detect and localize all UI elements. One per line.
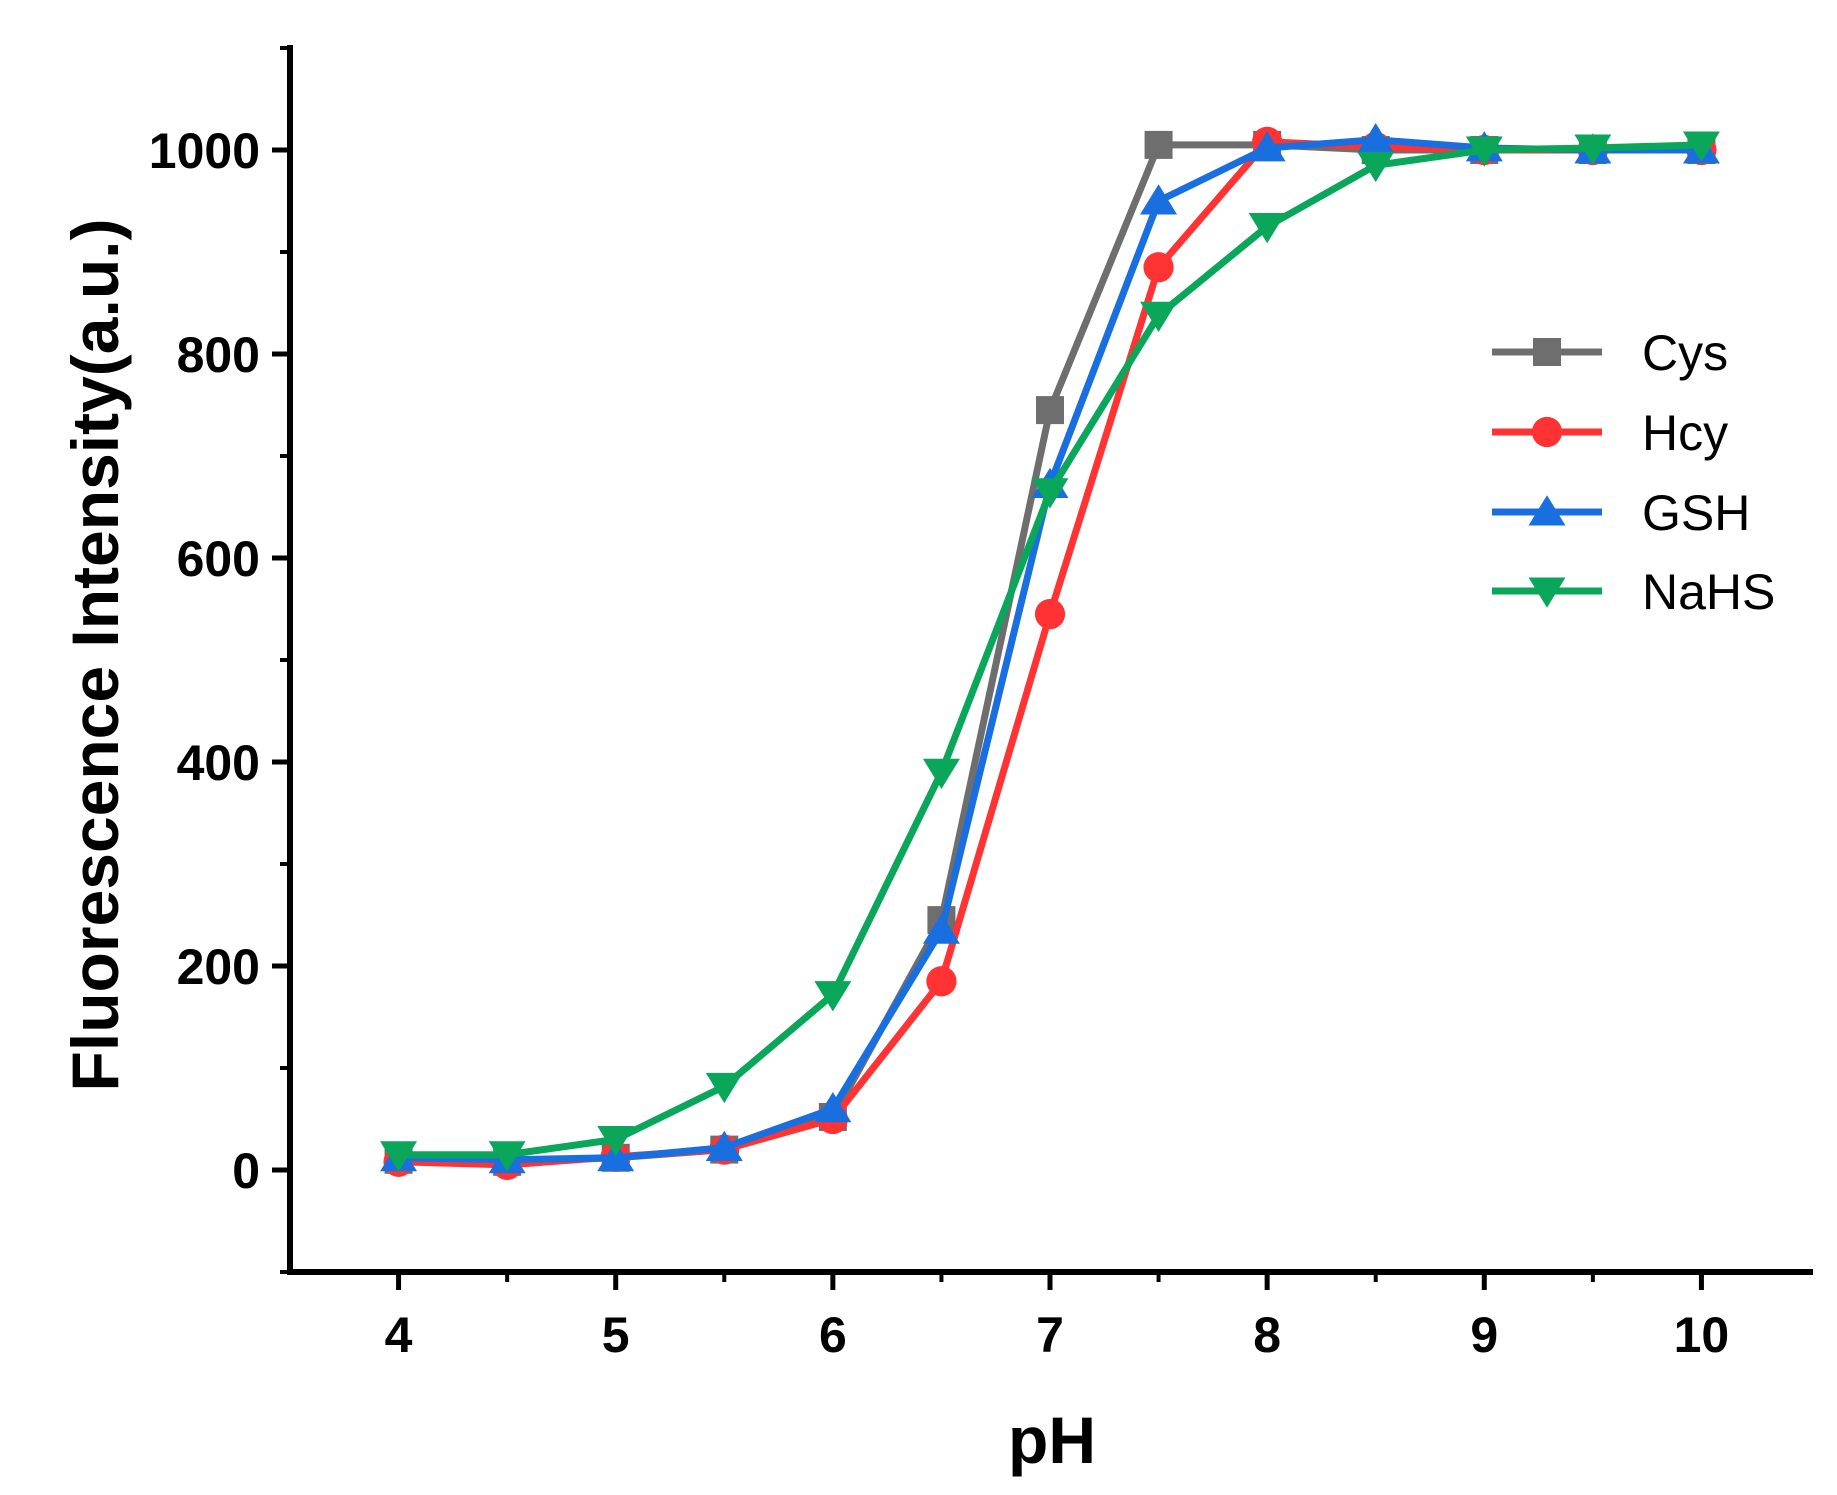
y-tick-label: 0	[232, 1143, 260, 1199]
series-hcy	[383, 126, 1717, 1181]
y-tick-label: 800	[177, 327, 260, 383]
data-point-cys	[1144, 130, 1173, 159]
data-point-gsh	[1140, 184, 1178, 215]
data-point-nahs	[380, 1141, 418, 1172]
axes	[287, 45, 1813, 1275]
series-cys	[384, 130, 1716, 1176]
data-point-gsh	[814, 1092, 852, 1123]
legend-label-hcy: Hcy	[1642, 405, 1728, 461]
y-tick-label: 200	[177, 939, 260, 995]
legend-label-gsh: GSH	[1642, 485, 1750, 541]
data-point-gsh	[1248, 131, 1286, 162]
legend-marker-gsh	[1528, 495, 1566, 526]
x-tick-label: 8	[1253, 1307, 1281, 1363]
series-line-nahs	[398, 141, 1702, 1159]
legend-marker-hcy	[1531, 416, 1563, 448]
y-tick-label: 1000	[149, 123, 260, 179]
data-point-nahs	[1248, 213, 1286, 244]
data-point-nahs	[1465, 136, 1503, 167]
data-point-gsh	[922, 913, 960, 944]
data-point-hcy	[926, 966, 957, 997]
data-point-nahs	[597, 1125, 635, 1157]
axis-ticks: 0 200 400 600 800 1000 4 5 6 7 8 9 10	[149, 46, 1730, 1363]
x-tick-label: 9	[1470, 1307, 1498, 1363]
series-nahs	[380, 131, 1720, 1172]
data-point-nahs	[1574, 134, 1612, 165]
data-point-gsh	[1357, 123, 1395, 154]
data-point-nahs	[1031, 478, 1069, 509]
series-line-hcy	[398, 138, 1702, 1169]
data-point-hcy	[1034, 598, 1066, 630]
x-tick-label: 5	[602, 1307, 630, 1363]
data-point-cys	[1036, 396, 1064, 425]
legend-item-gsh: GSH	[1492, 485, 1750, 541]
x-tick-label: 10	[1674, 1307, 1730, 1363]
y-axis-title: Fluorescence Intensity(a.u.)	[58, 219, 132, 1092]
y-tick-label: 400	[177, 735, 260, 791]
x-tick-label: 4	[385, 1307, 413, 1363]
legend-item-cys: Cys	[1492, 325, 1728, 381]
data-point-hcy	[1143, 252, 1174, 283]
legend-label-nahs: NaHS	[1642, 564, 1775, 620]
legend-item-hcy: Hcy	[1492, 405, 1728, 461]
series-line-gsh	[398, 136, 1702, 1164]
data-point-nahs	[1357, 151, 1395, 183]
data-point-nahs	[705, 1072, 743, 1104]
data-point-gsh	[705, 1130, 743, 1161]
legend-item-nahs: NaHS	[1492, 564, 1775, 620]
legend-label-cys: Cys	[1642, 325, 1728, 381]
x-axis-title: pH	[1008, 1403, 1096, 1477]
series	[380, 123, 1720, 1181]
legend: Cys Hcy GSH NaHS	[1492, 325, 1775, 620]
x-tick-label: 7	[1036, 1307, 1064, 1363]
data-point-nahs	[922, 758, 960, 789]
series-gsh	[380, 123, 1720, 1174]
x-tick-label: 6	[819, 1307, 847, 1363]
legend-marker-cys	[1533, 338, 1561, 366]
y-tick-label: 600	[177, 531, 260, 587]
data-point-nahs	[814, 981, 852, 1012]
data-point-nahs	[488, 1141, 526, 1172]
legend-marker-nahs	[1528, 577, 1566, 608]
series-line-cys	[398, 141, 1702, 1166]
data-point-nahs	[1682, 131, 1720, 162]
data-point-nahs	[1140, 301, 1178, 333]
axis-labels: pH Fluorescence Intensity(a.u.)	[58, 219, 1096, 1477]
